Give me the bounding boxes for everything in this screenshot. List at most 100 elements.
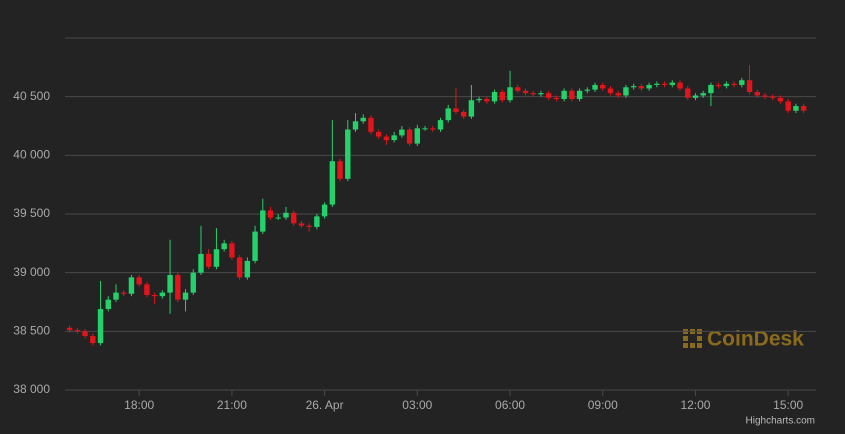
y-tick-label: 38 500 [13, 324, 50, 338]
candle-body [283, 212, 289, 218]
candle-body [731, 83, 737, 85]
candle-body [692, 95, 699, 98]
candle-body [576, 90, 583, 100]
candle-body [66, 327, 73, 331]
candle-body [600, 84, 606, 89]
y-tick-label: 40 500 [13, 89, 50, 103]
x-tick-label: 09:00 [588, 398, 618, 412]
candle-body [321, 204, 328, 217]
candle-body [491, 91, 498, 102]
candle-body [739, 80, 745, 85]
candle-body [785, 101, 791, 111]
candle-body [561, 90, 567, 100]
candle-body [198, 253, 204, 273]
candle-body [383, 136, 390, 141]
candle-body [97, 309, 104, 344]
candle-body [167, 275, 173, 293]
candle-body [121, 292, 127, 294]
candle-body [530, 93, 536, 95]
candle-body [352, 121, 359, 130]
candle-body [144, 284, 150, 295]
candle-body [105, 299, 111, 310]
x-tick-label: 21:00 [217, 398, 247, 412]
candle-body [685, 88, 691, 98]
candle-body [460, 111, 467, 117]
credits[interactable]: Highcharts.com [746, 416, 815, 427]
candle-body [507, 87, 513, 101]
candle-body [275, 217, 281, 219]
x-tick-label: 26. Apr [306, 398, 344, 412]
candle-body [337, 161, 343, 179]
candle-body [777, 97, 784, 102]
candle-body [607, 88, 614, 94]
y-tick-label: 38 000 [13, 382, 50, 396]
y-tick-label: 39 500 [13, 206, 50, 220]
candle-body [290, 212, 297, 224]
x-tick-label: 03:00 [402, 398, 432, 412]
candle-body [375, 131, 382, 137]
candle-body [793, 106, 799, 111]
candle-body [654, 83, 660, 85]
candle-body [252, 231, 258, 261]
candle-body [584, 89, 591, 91]
candle-body [406, 129, 413, 144]
candle-body [770, 96, 776, 98]
candle-body [615, 93, 621, 96]
y-tick-label: 40 000 [13, 148, 50, 162]
candle-body [723, 83, 730, 87]
candle-body [569, 90, 575, 100]
candle-body [298, 223, 305, 226]
candle-body [260, 210, 266, 232]
candle-body [399, 129, 405, 136]
candle-body [414, 128, 421, 144]
candle-body [190, 272, 196, 293]
candle-body [661, 83, 668, 85]
candle-body [90, 336, 96, 344]
candle-body [476, 99, 482, 101]
candle-body [306, 225, 312, 227]
candle-body [677, 82, 683, 89]
candle-body [368, 117, 374, 132]
candle-body [762, 95, 768, 97]
candle-body [746, 80, 753, 92]
candle-body [182, 292, 189, 300]
candle-body [314, 216, 320, 227]
candle-body [159, 292, 166, 297]
x-tick-label: 15:00 [773, 398, 803, 412]
candle-body [430, 128, 436, 130]
candle-body [113, 292, 119, 300]
candle-body [445, 108, 451, 121]
candle-body [538, 93, 544, 95]
candle-body [754, 91, 760, 96]
candle-body [229, 243, 235, 258]
candle-body [221, 243, 227, 250]
x-tick-label: 18:00 [124, 398, 154, 412]
candle-body [499, 91, 506, 101]
candle-body [669, 82, 675, 85]
candle-body [453, 108, 459, 112]
x-tick-label: 12:00 [680, 398, 710, 412]
candle-body [484, 99, 490, 102]
candle-body [553, 97, 560, 100]
candle-body [592, 84, 598, 90]
candle-body [623, 87, 629, 96]
candle-body [800, 106, 807, 111]
watermark: CoinDesk [707, 328, 804, 351]
candle-body [522, 90, 529, 94]
candle-body [206, 253, 212, 267]
candle-body [437, 120, 444, 130]
candle-body [82, 331, 88, 337]
candle-body [391, 135, 397, 141]
candle-body [267, 210, 274, 218]
candle-body [646, 84, 652, 89]
candle-body [213, 249, 220, 267]
candle-body [345, 129, 351, 179]
candle-body [422, 128, 428, 130]
candle-body [638, 86, 645, 89]
candle-body [545, 93, 552, 98]
candle-body [515, 87, 521, 91]
candle-body [136, 277, 142, 285]
candle-body [175, 275, 181, 300]
